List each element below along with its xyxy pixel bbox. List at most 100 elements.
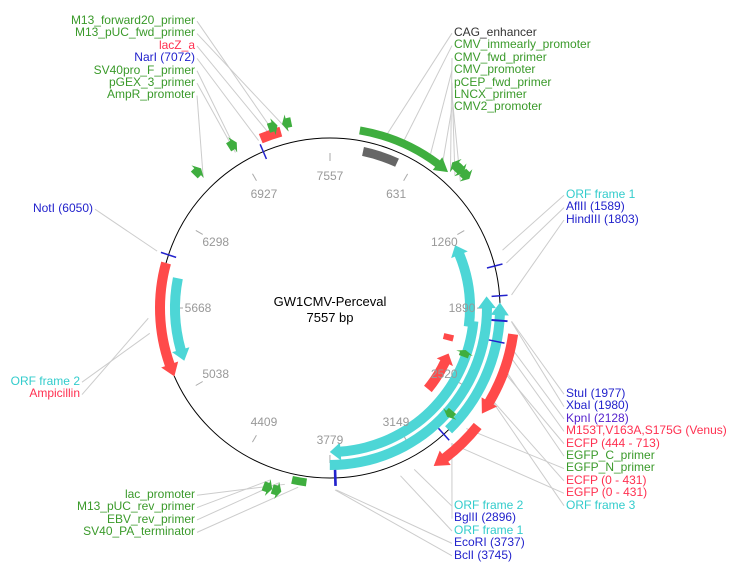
feature-label[interactable]: EGFP_N_primer [566, 460, 655, 475]
feature-m13-puc-fwd-primer[interactable] [282, 114, 293, 132]
feature-label[interactable]: SV40_PA_terminator [83, 524, 195, 539]
feature-label[interactable]: M153T,V163A,S175G (Venus) [566, 423, 727, 438]
label-group-bottom: ORF frame 2 BglII (2896) ORF frame 1 EcoRI … [454, 499, 525, 561]
leader-line [196, 20, 276, 135]
plasmid-title: GW1CMV-Perceval 7557 bp [230, 294, 430, 326]
feature-label[interactable]: Ampicillin [29, 386, 80, 401]
feature-label[interactable]: M13_forward20_primer [70, 13, 195, 27]
feature-label[interactable]: ORF frame 3 [566, 497, 636, 512]
leader-line [196, 82, 236, 153]
feature-label[interactable]: lac_promoter [124, 487, 195, 501]
feature-label[interactable]: NarI (7072) [134, 50, 195, 65]
feature-m13-forward20-primer[interactable] [266, 118, 278, 136]
feature-label[interactable]: lacZ_a [158, 37, 195, 52]
feature-egfp-n-primer[interactable] [443, 407, 457, 420]
feature-label[interactable]: CAG_enhancer [454, 25, 537, 39]
feature-label[interactable]: LNCX_primer [454, 86, 527, 101]
enzyme-site-bglii[interactable] [437, 427, 450, 441]
feature-sv40-pa-terminator[interactable] [291, 475, 307, 487]
feature-label[interactable]: CMV2_promoter [454, 99, 543, 114]
feature-label[interactable]: ORF frame 2 [10, 374, 80, 388]
feature-ebv-rev-primer[interactable] [270, 481, 282, 499]
feature-label[interactable]: ORF frame 2 [454, 498, 524, 512]
feature-label[interactable]: EBV_rev_primer [106, 511, 195, 526]
feature-m153t-v163a-s175g-venus-[interactable] [442, 333, 455, 342]
enzyme-site-aflii[interactable] [486, 263, 503, 269]
enzyme-site-ecori[interactable] [334, 469, 337, 486]
enzyme-sites [160, 143, 508, 486]
feature-orf-frame-2[interactable] [170, 277, 190, 361]
leader-lines [81, 20, 565, 557]
leader-line [196, 486, 299, 533]
feature-label[interactable]: EcoRI (3737) [454, 535, 525, 550]
feature-orf-frame-1[interactable] [451, 245, 476, 328]
feature-label[interactable]: StuI (1977) [566, 386, 626, 400]
feature-label[interactable]: AflII (1589) [566, 199, 625, 214]
leader-line [336, 489, 453, 544]
label-group-bottom-left: lac_promoter M13_pUC_rev_primer EBV_rev_pr… [77, 488, 195, 538]
enzyme-site-nari[interactable] [259, 143, 268, 160]
label-group-left-amp: ORF frame 2 Ampicillin [11, 375, 80, 400]
leader-line [451, 443, 565, 494]
tick-label: 1890 [448, 301, 476, 316]
feature-orf-frame-1[interactable] [329, 296, 496, 470]
tick-label: 3779 [316, 433, 344, 447]
feature-label[interactable]: SV40pro_F_primer [93, 62, 195, 77]
feature-cmv-fwd-primer[interactable] [449, 158, 463, 173]
feature-label[interactable]: NotI (6050) [32, 201, 93, 215]
feature-sv40pro-f-primer[interactable] [226, 137, 238, 153]
feature-ampr-promoter[interactable] [190, 165, 204, 179]
feature-label[interactable]: M13_pUC_rev_primer [76, 499, 195, 514]
feature-ampicillin[interactable] [155, 261, 179, 377]
leader-line [196, 95, 204, 178]
feature-label[interactable]: EGFP (0 - 431) [566, 485, 648, 500]
leader-line [94, 208, 158, 252]
feature-label[interactable]: ORF frame 1 [454, 522, 524, 537]
feature-label[interactable]: ORF frame 1 [566, 187, 636, 201]
feature-orf-frame-2[interactable] [329, 320, 479, 461]
enzyme-site-hindiii[interactable] [491, 294, 508, 298]
feature-label[interactable]: pCEP_fwd_primer [454, 74, 552, 89]
enzyme-site-kpni[interactable] [488, 339, 505, 344]
feature-label[interactable]: HindIII (1803) [566, 211, 639, 226]
feature-label[interactable]: XbaI (1980) [566, 398, 629, 413]
feature-label[interactable]: ECFP (444 - 713) [566, 435, 660, 450]
enzyme-site-xbai[interactable] [491, 319, 508, 323]
feature-label[interactable]: M13_pUC_fwd_primer [74, 25, 195, 40]
leader-line [196, 70, 238, 152]
feature-cag-enhancer[interactable] [362, 147, 399, 167]
tick-label: 7557 [316, 169, 344, 183]
leader-line [501, 368, 565, 445]
feature-label[interactable]: CMV_promoter [454, 62, 536, 77]
feature-label[interactable]: BclI (3745) [454, 547, 513, 562]
tick-mark [251, 435, 257, 443]
leader-line [508, 343, 565, 420]
feature-cmv-immearly-promoter[interactable] [359, 126, 449, 173]
tick-mark [195, 230, 203, 235]
tick-label: 6298 [202, 234, 230, 249]
feature-ecfp-444-713-[interactable] [481, 333, 519, 414]
feature-label[interactable]: CMV_immearly_promoter [454, 37, 591, 52]
feature-label[interactable]: KpnI (2128) [566, 410, 629, 425]
feature-ecfp-0-431-[interactable] [424, 353, 453, 393]
tick-label: 4409 [250, 415, 278, 430]
enzyme-site-noti[interactable] [160, 251, 177, 259]
leader-line [81, 332, 151, 383]
feature-label[interactable]: CMV_fwd_primer [454, 49, 547, 64]
feature-lncx-primer[interactable] [459, 168, 473, 182]
feature-label[interactable]: EGFP_C_primer [566, 447, 655, 462]
feature-egfp-c-primer[interactable] [456, 349, 473, 359]
feature-label[interactable]: AmpR_promoter [106, 87, 195, 102]
feature-label[interactable]: pGEX_3_primer [108, 74, 195, 89]
feature-egfp-0-431-[interactable] [433, 422, 482, 467]
tick-label: 5668 [184, 300, 212, 315]
leader-line [403, 45, 453, 142]
feature-label[interactable]: BglII (2896) [454, 510, 517, 525]
feature-orf-frame-3[interactable] [445, 302, 509, 434]
label-group-right-low: StuI (1977) XbaI (1980) KpnI (2128) M153T,V… [566, 387, 727, 511]
feature-label[interactable]: ECFP (0 - 431) [566, 472, 647, 487]
tick-label: 2520 [430, 367, 458, 382]
feature-m13-puc-rev-primer[interactable] [261, 479, 273, 496]
tick-mark [403, 173, 409, 182]
